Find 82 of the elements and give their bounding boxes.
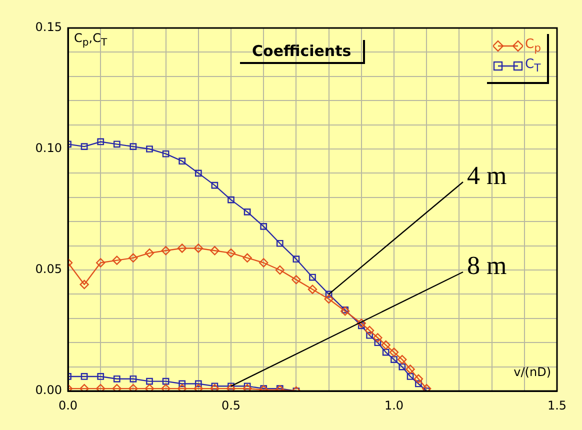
point (80, 384, 89, 391)
point (422, 384, 432, 391)
point (259, 258, 268, 268)
point (113, 375, 120, 382)
point (144, 384, 154, 391)
x-tick-label: 0.5 (221, 398, 241, 412)
point (194, 170, 202, 177)
point (242, 253, 252, 262)
point (373, 333, 382, 342)
point (276, 240, 284, 247)
y-tick-label: 0.05 (35, 262, 62, 276)
point (324, 294, 334, 304)
point (96, 384, 106, 391)
legend-label: C$_{p}$ (525, 37, 541, 55)
point (389, 348, 399, 357)
point (415, 380, 422, 388)
point (162, 150, 170, 158)
y-tick-label: 0.15 (35, 20, 62, 34)
point (128, 253, 138, 262)
point (292, 275, 301, 284)
point (112, 256, 122, 265)
point (194, 384, 203, 391)
annotation: 4 m (467, 160, 507, 190)
point (364, 326, 374, 336)
point (381, 340, 390, 350)
point (96, 258, 106, 268)
point (308, 284, 318, 294)
point (342, 306, 349, 314)
text: Coefficients (240, 40, 366, 64)
point (292, 256, 300, 263)
point (97, 138, 104, 146)
x-tick-label: 1.5 (547, 398, 567, 412)
point (178, 244, 187, 253)
point (211, 182, 218, 189)
point (390, 356, 398, 363)
point (366, 332, 373, 339)
point (309, 274, 316, 281)
point (358, 322, 365, 330)
point (146, 146, 153, 152)
y-tick-label: 0.10 (35, 141, 62, 156)
point (340, 306, 350, 316)
point (144, 248, 154, 258)
point (210, 246, 220, 256)
point (374, 339, 382, 346)
point (228, 196, 234, 204)
point (356, 318, 366, 328)
legend-label: C$_{T}$ (525, 57, 541, 75)
point (113, 140, 120, 148)
point (80, 373, 88, 380)
point (406, 373, 414, 380)
point (161, 384, 170, 391)
point (414, 374, 424, 384)
point (112, 384, 122, 391)
point (130, 375, 137, 382)
x-tick-label: 0.0 (58, 398, 78, 412)
y-axis-title: C$_{p}$,C$_{T}$ (74, 31, 108, 48)
point (178, 158, 186, 165)
point (226, 248, 236, 258)
y-tick-label: 0.00 (35, 383, 62, 398)
point (406, 364, 415, 374)
point (398, 354, 407, 364)
point (178, 384, 187, 391)
point (146, 378, 153, 385)
point (80, 143, 88, 150)
annotation: 8 m (467, 250, 507, 280)
point (194, 244, 203, 253)
point (178, 380, 186, 388)
point (161, 246, 170, 256)
point (162, 378, 170, 385)
x-tick-label: 1.0 (384, 398, 404, 412)
point (80, 280, 89, 290)
point (382, 348, 390, 356)
point (260, 223, 268, 230)
point (194, 380, 202, 388)
point (325, 290, 332, 298)
point (244, 208, 251, 216)
point (398, 363, 406, 370)
x-axis-title: v/(nD) (514, 365, 551, 379)
point (275, 265, 284, 275)
point (97, 373, 104, 380)
point (128, 384, 138, 391)
point (130, 143, 137, 150)
